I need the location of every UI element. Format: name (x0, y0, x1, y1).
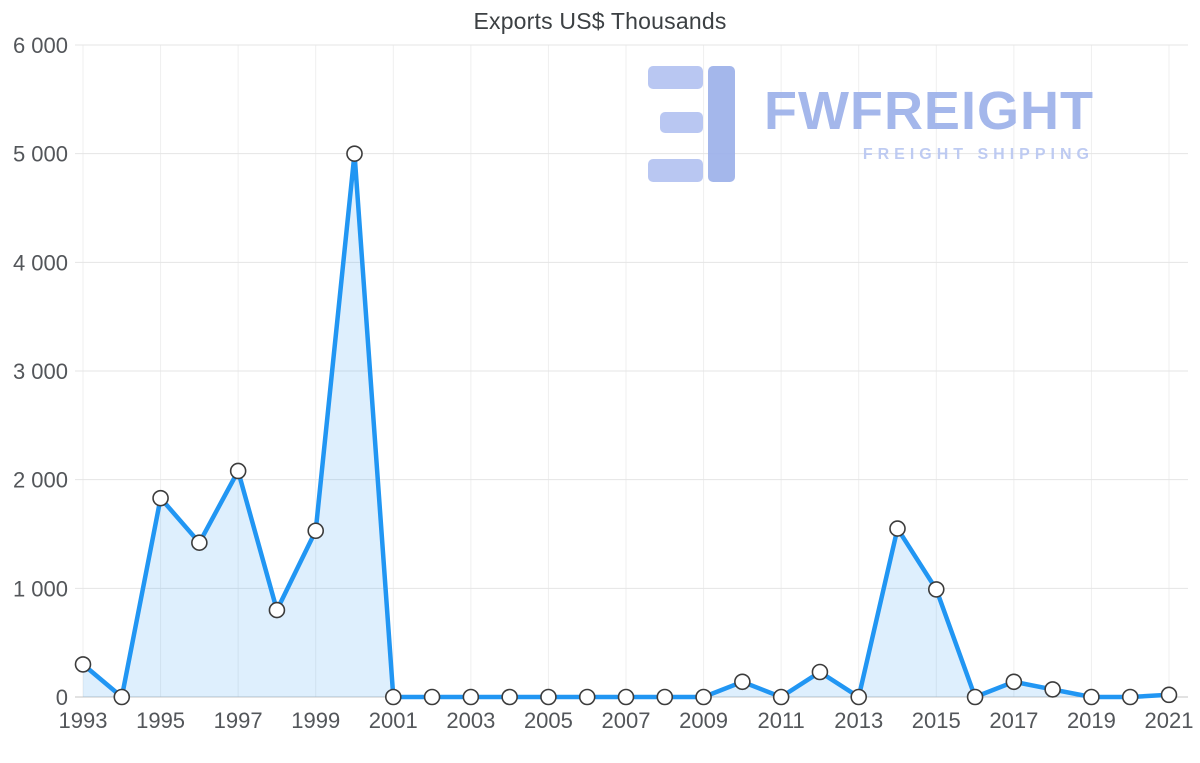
data-point-marker (1160, 686, 1178, 704)
data-point-marker (1121, 688, 1139, 706)
x-axis-tick-label: 1999 (291, 708, 340, 733)
data-point-marker (191, 534, 208, 551)
data-point-marker (772, 688, 790, 706)
data-point-marker (384, 688, 402, 706)
x-axis-tick-label: 2011 (757, 708, 804, 733)
data-point-marker (1005, 673, 1023, 691)
x-axis-tick-label: 2015 (912, 708, 961, 733)
y-axis-tick-label: 3 000 (13, 359, 68, 384)
y-axis-tick-label: 1 000 (13, 576, 68, 601)
data-point-marker (734, 673, 751, 691)
x-axis-tick-label: 2013 (834, 708, 883, 733)
data-point-marker (1083, 688, 1100, 706)
data-point-marker (889, 520, 906, 537)
data-point-marker (1044, 681, 1061, 698)
x-axis-tick-label: 2017 (989, 708, 1038, 733)
data-point-marker (113, 688, 131, 706)
x-axis-tick-label: 1995 (136, 708, 185, 733)
data-point-marker (74, 656, 92, 673)
data-point-marker (617, 688, 635, 706)
data-point-marker (811, 663, 829, 681)
chart-title: Exports US$ Thousands (473, 8, 727, 34)
y-axis-tick-label: 2 000 (13, 468, 68, 493)
data-point-marker (540, 688, 557, 706)
data-point-marker (695, 688, 712, 706)
x-axis-tick-label: 2003 (446, 708, 495, 733)
data-point-marker (152, 489, 169, 507)
x-axis-tick-label: 2001 (369, 708, 418, 733)
y-axis-tick-label: 0 (56, 685, 68, 710)
y-axis-tick-label: 5 000 (13, 142, 68, 167)
x-axis-tick-label: 1997 (214, 708, 263, 733)
x-axis-tick-label: 2019 (1067, 708, 1116, 733)
x-axis-tick-label: 1993 (59, 708, 108, 733)
data-point-marker (656, 688, 674, 706)
data-point-marker (346, 145, 363, 162)
x-axis-tick-label: 2021 (1145, 708, 1194, 733)
data-point-marker (501, 688, 518, 706)
x-axis-tick-label: 2007 (602, 708, 651, 733)
data-point-marker (966, 688, 984, 706)
data-point-marker (423, 688, 441, 706)
data-point-marker (268, 601, 286, 619)
data-point-marker (578, 688, 596, 706)
data-point-marker (850, 688, 868, 706)
data-point-marker (462, 688, 480, 706)
y-axis-tick-label: 6 000 (13, 33, 68, 58)
x-axis-tick-label: 2005 (524, 708, 573, 733)
x-axis-tick-label: 2009 (679, 708, 728, 733)
area-fill (83, 153, 1169, 697)
y-axis-tick-label: 4 000 (13, 250, 68, 275)
data-point-marker (307, 522, 325, 540)
data-point-marker (229, 462, 247, 480)
data-point-marker (927, 581, 945, 598)
